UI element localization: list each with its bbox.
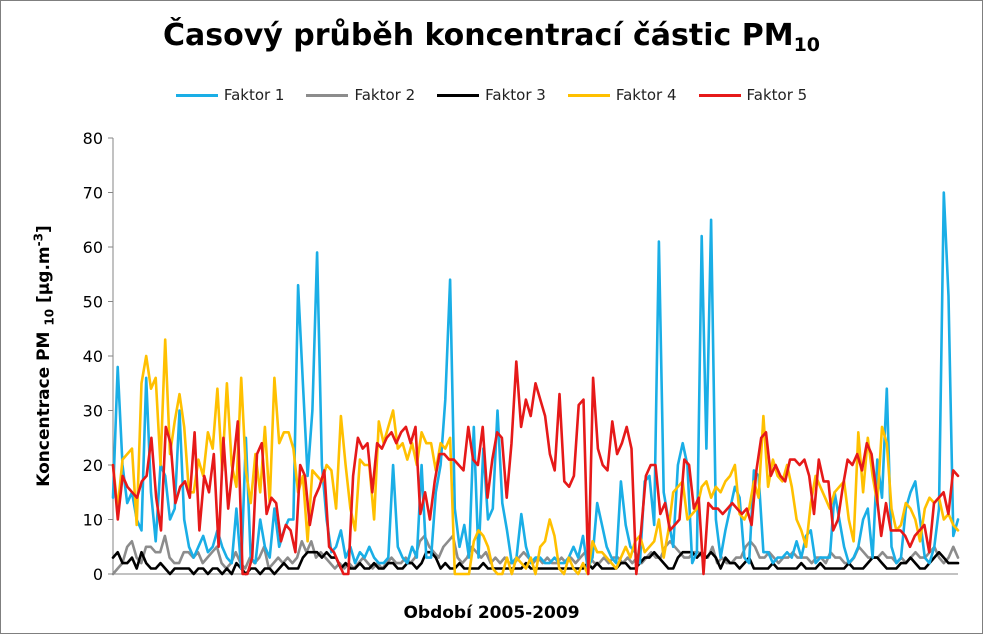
legend-swatch-faktor1 bbox=[175, 93, 218, 97]
series-line-faktor-5 bbox=[111, 360, 960, 576]
y-tick-label: 20 bbox=[83, 456, 103, 475]
chart-title-main: Časový průběh koncentrací částic PM bbox=[162, 18, 794, 53]
legend-label-faktor1: Faktor 1 bbox=[223, 86, 285, 104]
legend-label-faktor2: Faktor 2 bbox=[354, 86, 416, 104]
legend-label-faktor5: Faktor 5 bbox=[746, 86, 808, 104]
series-line-faktor-1 bbox=[111, 191, 960, 570]
y-tick-label: 40 bbox=[83, 347, 103, 366]
legend-item-faktor5: Faktor 5 bbox=[698, 86, 808, 104]
legend-swatch-faktor3 bbox=[437, 93, 480, 97]
legend-item-faktor1: Faktor 1 bbox=[175, 86, 285, 104]
legend-label-faktor4: Faktor 4 bbox=[615, 86, 677, 104]
legend-item-faktor4: Faktor 4 bbox=[567, 86, 677, 104]
y-tick-label: 70 bbox=[83, 184, 103, 203]
y-tick-label: 50 bbox=[83, 293, 103, 312]
chart-title-subscript: 10 bbox=[793, 34, 821, 56]
y-tick-label: 60 bbox=[83, 238, 103, 257]
legend-item-faktor2: Faktor 2 bbox=[306, 86, 415, 104]
chart-title: Časový průběh koncentrací částic PM10 bbox=[0, 18, 983, 56]
legend-swatch-faktor2 bbox=[306, 93, 349, 97]
chart-legend: Faktor 1 Faktor 2 Faktor 3 Faktor 4 Fakt… bbox=[0, 86, 983, 104]
y-tick-label: 30 bbox=[83, 402, 103, 421]
x-axis-label: Období 2005-2009 bbox=[403, 603, 580, 623]
y-tick-label: 10 bbox=[83, 511, 103, 530]
y-tick-label: 0 bbox=[93, 565, 103, 584]
legend-item-faktor3: Faktor 3 bbox=[437, 86, 546, 104]
y-tick-label: 80 bbox=[83, 129, 103, 148]
legend-swatch-faktor5 bbox=[698, 93, 741, 97]
legend-swatch-faktor4 bbox=[567, 93, 610, 97]
legend-label-faktor3: Faktor 3 bbox=[485, 86, 546, 104]
